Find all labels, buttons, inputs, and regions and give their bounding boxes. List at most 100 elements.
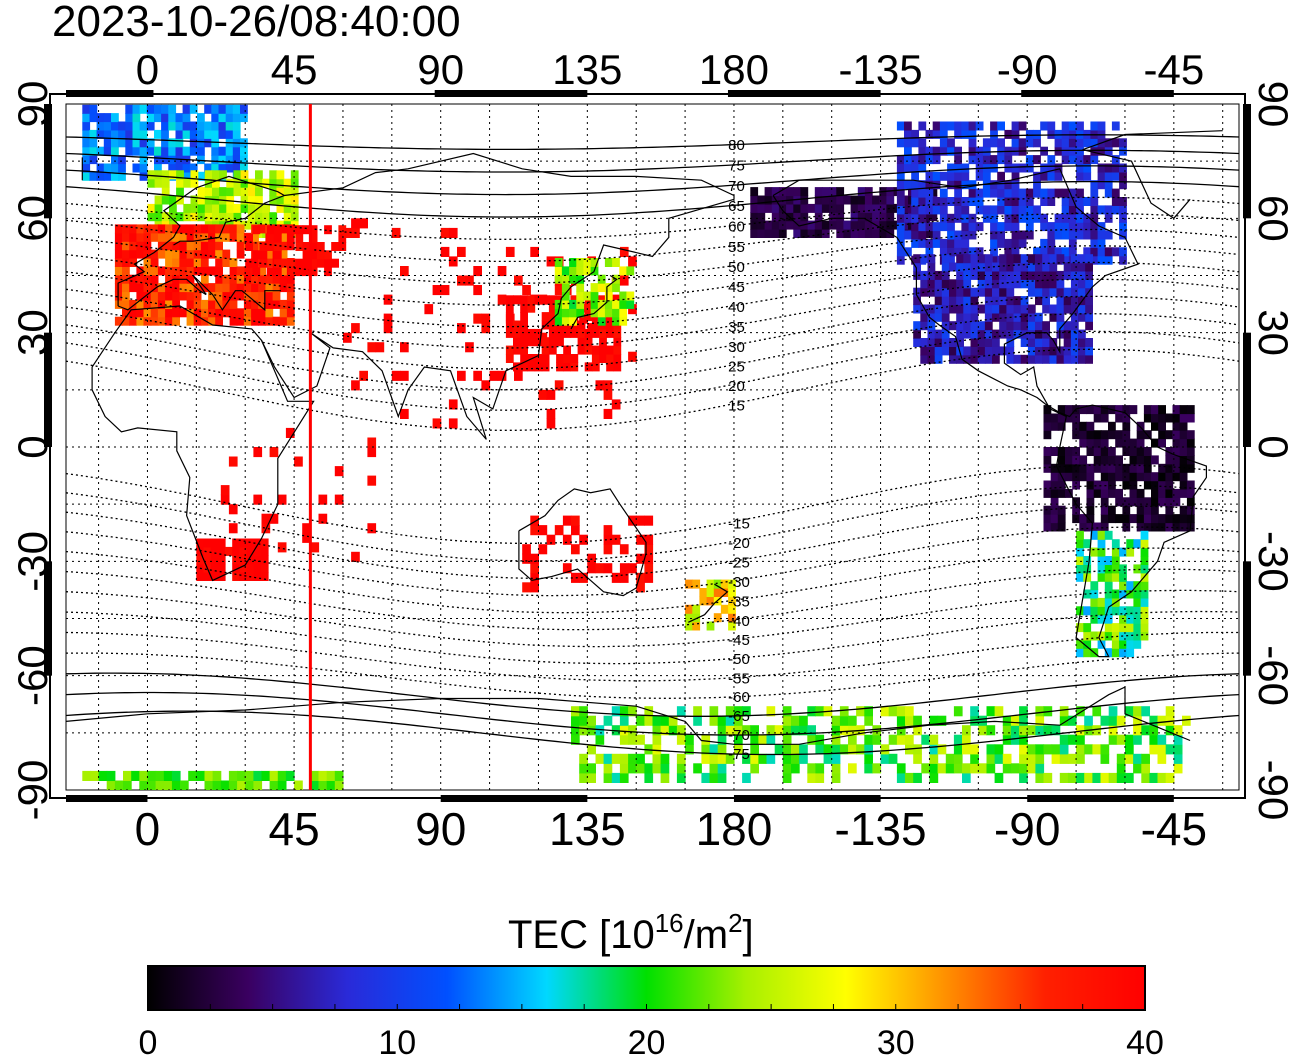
tec-cell <box>1025 188 1034 198</box>
tec-cell <box>309 242 318 251</box>
tec-cell <box>1076 121 1084 131</box>
tec-cell <box>82 113 91 123</box>
tec-cell <box>990 180 998 190</box>
tec-cell <box>1076 734 1085 745</box>
tec-cell <box>1172 463 1181 473</box>
tec-cell <box>1158 497 1166 507</box>
tec-cell <box>999 296 1007 306</box>
tec-cell <box>626 299 635 309</box>
tec-cell <box>1111 623 1120 633</box>
tec-cell <box>1050 463 1059 473</box>
tec-cell <box>961 197 970 206</box>
colorbar-tick-label: 30 <box>877 1024 915 1057</box>
tec-cell <box>215 274 223 284</box>
tec-cell <box>1083 572 1092 582</box>
tec-cell <box>1149 734 1159 745</box>
tec-cell <box>984 304 993 314</box>
tec-cell <box>1043 421 1052 431</box>
tec-cell <box>269 447 279 458</box>
tec-cell <box>848 763 857 774</box>
tec-cell <box>1027 254 1036 264</box>
tec-cell <box>169 170 177 180</box>
tec-cell <box>1057 463 1066 473</box>
tec-cell <box>1049 270 1058 280</box>
tec-cell <box>240 187 249 197</box>
tec-cell <box>1173 734 1183 745</box>
tec-cell <box>764 187 773 197</box>
tec-cell <box>520 354 528 363</box>
tec-cell <box>720 579 729 589</box>
tec-cell <box>1027 321 1036 331</box>
tec-cell <box>514 275 523 286</box>
tec-cell <box>1061 197 1070 206</box>
lon-tick-label-bottom: 135 <box>549 803 626 855</box>
tec-cell <box>1025 138 1034 148</box>
tec-cell <box>612 316 620 326</box>
tec-cell <box>956 321 964 331</box>
tec-cell <box>253 494 263 505</box>
tec-cell <box>114 316 123 326</box>
tec-cell <box>136 291 145 301</box>
tec-cell <box>968 230 977 240</box>
tec-cell <box>265 258 274 267</box>
tec-cell <box>554 380 564 391</box>
tec-cell <box>1179 405 1188 415</box>
tec-cell <box>591 354 600 363</box>
tec-cell <box>233 178 242 188</box>
lat-tick-label-right: -90 <box>1250 760 1294 821</box>
tec-cell <box>660 772 670 783</box>
tec-cell <box>432 418 442 429</box>
tec-cell <box>591 362 600 372</box>
tec-cell <box>576 308 585 318</box>
tec-cell <box>338 233 347 243</box>
tec-cell <box>823 753 833 764</box>
tec-cell <box>473 313 482 324</box>
tec-cell <box>990 138 998 148</box>
tec-cell <box>1078 329 1086 339</box>
tec-cell <box>1186 447 1195 456</box>
tec-cell <box>619 291 628 301</box>
tec-cell <box>584 303 593 313</box>
tec-cell <box>886 212 895 222</box>
tec-cell <box>240 146 248 156</box>
tec-cell <box>265 283 274 293</box>
tec-cell <box>606 345 614 355</box>
tec-cell <box>1143 514 1152 524</box>
tec-cell <box>1085 312 1093 322</box>
tec-cell <box>143 283 152 293</box>
tec-cell <box>1057 405 1066 415</box>
tec-cell <box>1035 296 1043 306</box>
tec-cell <box>992 262 1000 272</box>
tec-cell <box>1076 772 1085 783</box>
tec-cell <box>1122 514 1131 524</box>
tec-cell <box>954 188 962 198</box>
tec-cell <box>1076 648 1084 658</box>
tec-cell <box>118 155 126 165</box>
coastline-path <box>117 175 286 306</box>
tec-cell <box>821 195 830 205</box>
tec-cell <box>968 138 977 148</box>
tec-cell <box>161 146 169 156</box>
tec-cell <box>994 706 1004 717</box>
tec-cell <box>1115 472 1123 482</box>
tec-cell <box>1158 421 1166 431</box>
tec-cell <box>1141 725 1150 736</box>
tec-cell <box>1104 614 1113 624</box>
tec-cell <box>269 212 278 222</box>
tec-cell <box>937 715 947 726</box>
tec-cell <box>1011 247 1020 257</box>
tec-cell <box>720 588 729 597</box>
tec-cell <box>1079 514 1088 524</box>
tec-cell <box>253 572 262 581</box>
tec-cell <box>258 224 266 234</box>
tec-cell <box>757 220 766 230</box>
tec-cell <box>947 247 955 257</box>
tec-cell <box>764 203 773 213</box>
tec-cell <box>904 155 912 165</box>
tec-cell <box>258 316 266 326</box>
tec-cell <box>233 187 242 197</box>
tec-cell <box>879 203 888 213</box>
tec-cell <box>1090 581 1099 591</box>
tec-cell <box>1086 497 1095 507</box>
tec-cell <box>904 230 912 240</box>
